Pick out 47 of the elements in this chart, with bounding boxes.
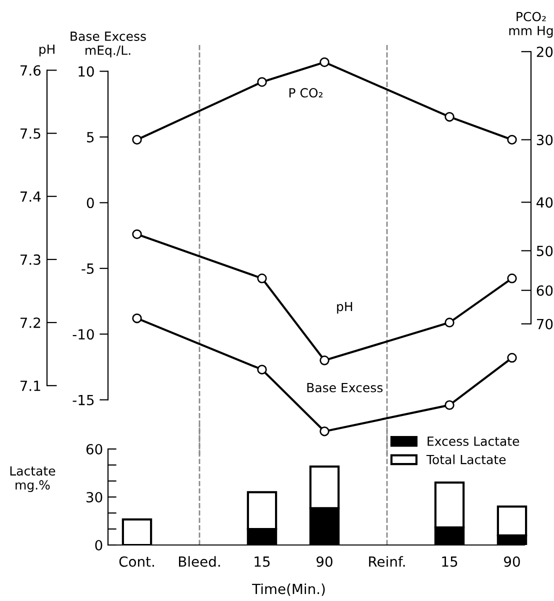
y-tick-label: 0 <box>95 540 102 550</box>
x-tick-label: 15 <box>254 556 270 567</box>
y2-axis-title: Base Excess mEq./L. <box>70 32 146 58</box>
y3-axis-title: PCO₂ mm Hg <box>509 12 553 38</box>
y3-tick-label: 70 <box>537 318 553 330</box>
y-tick-label: 7.5 <box>20 128 40 139</box>
legend-label: Total Lactate <box>426 454 506 464</box>
y2-tick-label: 10 <box>78 66 94 77</box>
legend-label: Excess Lactate <box>428 436 520 446</box>
series-label: P CO₂ <box>289 88 323 98</box>
point <box>320 356 330 366</box>
y-tick-label: 7.6 <box>20 65 41 76</box>
y3-tick-label: 40 <box>536 197 553 208</box>
x-tick-label: Cont. <box>119 556 154 567</box>
y-tick-label: 7.3 <box>20 254 40 265</box>
point <box>507 274 517 284</box>
point <box>444 112 454 122</box>
text: pH <box>337 302 352 314</box>
y-tick-label: 7.4 <box>20 192 41 202</box>
point <box>257 77 267 87</box>
series-label: Base Excess <box>307 383 383 392</box>
y2-tick-label: -5 <box>82 264 94 274</box>
y2-tick-label: -15 <box>72 394 94 406</box>
y-axis-title: pH <box>39 44 54 56</box>
y-tick-label: 7.2 <box>20 318 40 328</box>
y3-tick-label: 60 <box>536 285 553 296</box>
x-tick-label: 15 <box>442 556 458 567</box>
y2-tick-label: -10 <box>72 329 94 340</box>
y3-tick-label: 50 <box>536 246 553 256</box>
x-axis-title: Time(Min.) <box>252 583 325 596</box>
y-tick-label: 7.1 <box>20 380 40 391</box>
point <box>444 318 454 328</box>
point <box>132 229 142 240</box>
point <box>257 274 267 284</box>
x-tick-label: 90 <box>504 556 520 567</box>
point <box>320 57 330 68</box>
x-tick-label: 90 <box>316 556 332 567</box>
y3-tick-label: 20 <box>536 46 553 58</box>
x-tick-label: Bleed. <box>179 556 220 567</box>
point <box>507 134 517 145</box>
y2-tick-label: 5 <box>87 132 94 142</box>
y-tick-label: 60 <box>86 444 102 454</box>
y3-tick-label: 30 <box>536 134 553 146</box>
x-tick-label: Reinf. <box>369 556 405 567</box>
y-tick-label: 30 <box>86 492 102 502</box>
y-axis-title: Lactate mg.% <box>10 466 56 492</box>
point <box>132 134 142 145</box>
